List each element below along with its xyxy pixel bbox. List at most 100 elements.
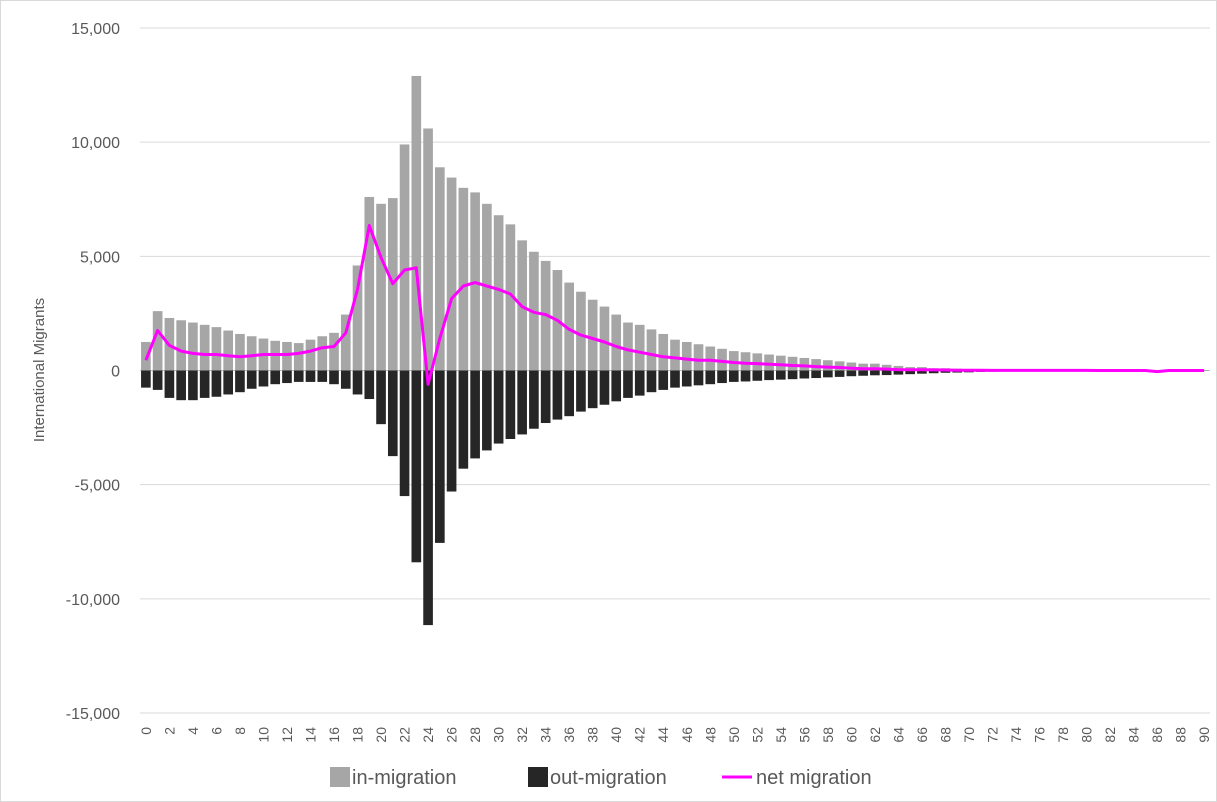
x-tick-label: 54 bbox=[773, 727, 789, 743]
out-migration-bar bbox=[576, 370, 586, 412]
in-migration-bar bbox=[199, 324, 210, 371]
net-migration-line bbox=[144, 224, 1205, 386]
x-axis-tick-labels: 0 2 4 6 8 10 12 14 16 18 20 22 24 26 28 30 32 34 36 38 40 42 4… bbox=[138, 727, 1212, 743]
in-migration-bar bbox=[282, 341, 292, 371]
x-tick-label: 84 bbox=[1126, 727, 1142, 743]
x-tick-label: 66 bbox=[914, 727, 930, 743]
x-tick-label: 82 bbox=[1102, 727, 1118, 743]
x-tick-label: 68 bbox=[937, 727, 953, 743]
in-migration-bar bbox=[505, 224, 516, 371]
in-migration-bar bbox=[717, 348, 727, 371]
y-axis-tick-labels: 15,000 10,000 5,000 0 -5,000 -10,000 -15,000 bbox=[66, 21, 120, 723]
x-tick-label: 44 bbox=[655, 727, 671, 743]
out-migration-bar bbox=[141, 370, 151, 388]
in-migration-bar bbox=[670, 339, 680, 371]
legend-swatch-in-migration bbox=[330, 767, 350, 787]
x-tick-label: 32 bbox=[514, 727, 530, 743]
out-migration-bar bbox=[340, 370, 351, 389]
in-migration-bar bbox=[176, 320, 186, 371]
in-migration-bar bbox=[611, 314, 622, 371]
gridlines bbox=[140, 27, 1210, 714]
in-migration-bar bbox=[787, 356, 798, 371]
in-migration-bar bbox=[152, 311, 163, 371]
out-migration-bar bbox=[505, 370, 516, 439]
y-tick-label: 0 bbox=[111, 364, 120, 381]
out-migration-bar bbox=[787, 370, 798, 380]
out-migration-bar bbox=[623, 370, 633, 398]
out-migration-bar bbox=[423, 370, 433, 626]
x-tick-label: 16 bbox=[326, 727, 342, 743]
out-migration-bar bbox=[282, 370, 292, 384]
in-migration-bar bbox=[435, 167, 445, 371]
x-tick-label: 56 bbox=[796, 727, 812, 743]
out-migration-bar bbox=[858, 370, 868, 376]
out-migration-bar bbox=[188, 370, 198, 401]
out-migration-bar bbox=[293, 370, 304, 382]
in-migration-bar bbox=[587, 299, 598, 371]
out-migration-bar bbox=[399, 370, 410, 497]
x-tick-label: 48 bbox=[702, 727, 718, 743]
in-migration-bar bbox=[423, 128, 433, 371]
legend-label-out-migration: out-migration bbox=[550, 767, 667, 789]
x-tick-label: 80 bbox=[1079, 727, 1095, 743]
x-tick-label: 86 bbox=[1149, 727, 1165, 743]
x-tick-label: 6 bbox=[208, 727, 224, 735]
out-migration-bar bbox=[764, 370, 774, 381]
x-tick-label: 8 bbox=[232, 727, 248, 735]
x-tick-label: 18 bbox=[350, 727, 366, 743]
out-migration-bar bbox=[176, 370, 186, 401]
in-migration-bar bbox=[364, 196, 375, 371]
x-tick-label: 64 bbox=[890, 727, 906, 743]
x-tick-label: 28 bbox=[467, 727, 483, 743]
out-migration-bar bbox=[893, 370, 904, 375]
y-axis-title: International Migrants bbox=[31, 298, 48, 442]
x-tick-label: 40 bbox=[608, 727, 624, 743]
out-migration-bar bbox=[317, 370, 328, 382]
in-migration-bar bbox=[658, 333, 669, 371]
in-migration-bar bbox=[340, 314, 351, 371]
in-migration-bar bbox=[705, 346, 716, 371]
out-migration-bar bbox=[223, 370, 234, 395]
out-migration-bar bbox=[235, 370, 245, 393]
x-tick-label: 46 bbox=[679, 727, 695, 743]
out-migration-bar bbox=[634, 370, 645, 396]
in-migration-bar bbox=[564, 282, 574, 371]
x-tick-label: 60 bbox=[843, 727, 859, 743]
in-migration-bar bbox=[305, 339, 316, 371]
in-migration-bar bbox=[458, 187, 469, 371]
out-migration-bar bbox=[846, 370, 857, 377]
in-migration-bar bbox=[634, 324, 645, 371]
net-migration-series-line bbox=[144, 224, 1205, 386]
x-tick-label: 34 bbox=[538, 727, 554, 743]
out-migration-bar bbox=[693, 370, 704, 386]
x-tick-label: 72 bbox=[985, 727, 1001, 743]
x-tick-label: 2 bbox=[161, 727, 177, 735]
out-migration-bar bbox=[376, 370, 386, 425]
out-migration-bar bbox=[728, 370, 739, 382]
x-tick-label: 26 bbox=[444, 727, 460, 743]
x-tick-label: 42 bbox=[632, 727, 648, 743]
out-migration-bar bbox=[940, 370, 951, 373]
out-migration-bar bbox=[811, 370, 821, 379]
in-migration-bar bbox=[235, 333, 245, 371]
in-migration-bar bbox=[764, 354, 774, 371]
in-migration-bar bbox=[376, 203, 386, 371]
x-tick-label: 24 bbox=[420, 727, 436, 743]
in-migration-bar bbox=[823, 360, 833, 371]
out-migration-bar bbox=[458, 370, 469, 469]
x-tick-label: 76 bbox=[1032, 727, 1048, 743]
out-migration-bar bbox=[211, 370, 222, 397]
in-migration-bar bbox=[776, 355, 786, 371]
out-migration-bar bbox=[540, 370, 551, 424]
in-migration-bar bbox=[329, 332, 339, 371]
out-migration-bar bbox=[611, 370, 622, 402]
x-tick-label: 36 bbox=[561, 727, 577, 743]
x-tick-label: 38 bbox=[585, 727, 601, 743]
in-migration-bar bbox=[317, 336, 328, 371]
legend-label-in-migration: in-migration bbox=[352, 767, 456, 789]
in-migration-bar bbox=[293, 343, 304, 371]
in-migration-bar bbox=[858, 363, 868, 371]
x-tick-label: 30 bbox=[491, 727, 507, 743]
